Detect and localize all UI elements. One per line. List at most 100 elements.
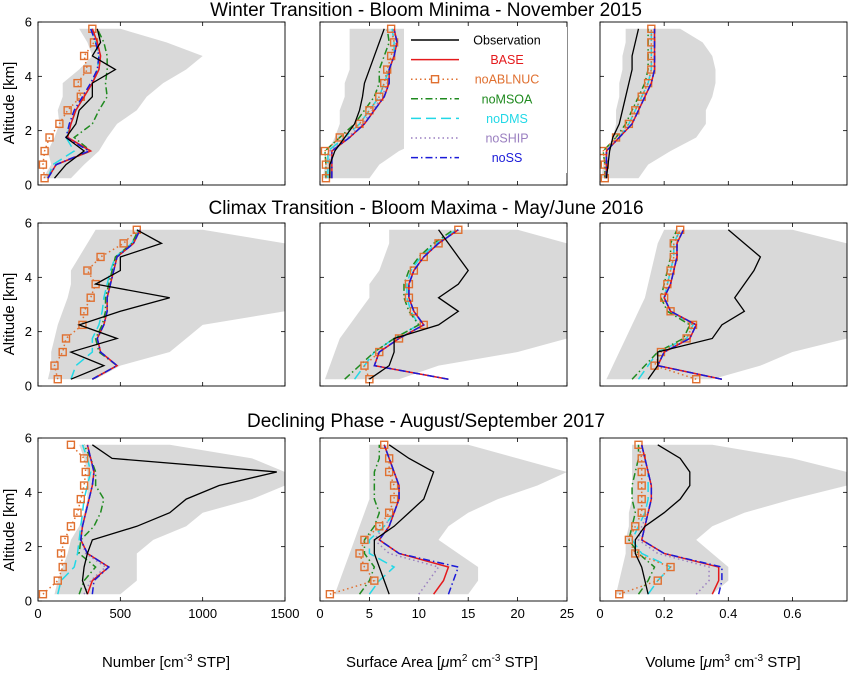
y-axis-labels: Altitude [km] Altitude [km] Altitude [km… [1,62,18,572]
series-line-observation [605,28,640,179]
legend-item-noablnuc: noABLNUC [411,73,539,87]
legend-item-nomsoa: noMSOA [411,92,533,106]
marker-noablnuc [50,361,59,370]
series-line-noss [80,444,111,595]
marker-noablnuc [384,508,394,517]
axes-frame [319,437,568,602]
x-tick-label: 0.4 [719,606,737,621]
panel-r2c3 [599,222,848,387]
x-axis-label-volume: Volume [μm3 cm-3 STP] [645,653,800,671]
marker-noablnuc [382,65,392,74]
marker-noablnuc [83,65,92,74]
series-line-observation [634,444,691,595]
legend-marker [430,74,440,84]
panel-r3c1: 0 2 4 6 0 500 1000 1500 [25,431,300,622]
series-line-nodms [368,444,400,595]
x-axis-label-number: Number [cm-3 STP] [102,653,230,671]
marker-noablnuc [409,307,419,316]
y-tick-label: 6 [25,431,32,446]
x-axis-label-surface: Surface Area [μm2 cm-3 STP] [346,653,538,671]
marker-noablnuc [370,576,379,585]
axes-frame [319,222,568,387]
legend-label: noABLNUC [475,73,540,87]
series-line-noss [47,28,100,179]
marker-noablnuc [360,535,369,545]
marker-noablnuc [76,494,86,504]
series-line-nomsoa [91,229,140,380]
marker-noablnuc [73,78,82,88]
marker-noablnuc [375,347,384,357]
marker-noablnuc [79,454,89,463]
series-line-noss [656,229,723,380]
marker-noablnuc [73,508,82,517]
plot-content [325,440,567,599]
series-line-nomsoa [358,444,381,595]
marker-noablnuc [61,334,71,343]
series-line-nodms [57,444,92,595]
y-tick-label: 2 [25,539,32,554]
series-line-noss [373,229,459,380]
x-tick-label: 0.6 [783,606,801,621]
marker-noablnuc [637,494,646,504]
observation-range-band [54,444,285,595]
marker-noablnuc [45,133,54,142]
marker-noablnuc [666,562,675,572]
marker-noablnuc [325,590,335,599]
series-line-observation [647,229,762,380]
x-tick-label: 1000 [188,606,217,621]
marker-noablnuc [454,225,463,234]
plot-content [600,24,716,183]
row-titles: Winter Transition - Bloom Minima - Novem… [208,0,643,432]
marker-noablnuc [600,174,610,183]
series-line-nomsoa [324,28,390,179]
marker-noablnuc [631,522,640,531]
legend-item-base: BASE [411,53,524,67]
marker-noablnuc [58,347,67,357]
series-line-noablnuc [53,229,138,380]
axes-frame [599,437,848,602]
legend-box [404,27,567,173]
marker-noablnuc [60,535,69,545]
axes-frame [599,21,848,186]
marker-noablnuc [132,225,142,234]
marker-noablnuc [83,266,92,275]
plot-content [615,440,847,599]
marker-noablnuc [79,51,89,61]
marker-noablnuc [637,481,646,490]
marker-noablnuc [360,361,369,370]
series-line-noss [605,28,656,179]
axes-frame [37,21,286,186]
marker-noablnuc [79,307,89,316]
marker-noablnuc [384,467,394,477]
marker-noablnuc [96,252,105,262]
x-tick-label: 1500 [271,606,300,621]
marker-noablnuc [666,307,675,316]
legend-label: noDMS [486,112,528,126]
marker-noablnuc [38,590,48,599]
plot-content [38,24,203,183]
y-axis-label-row3: Altitude [km] [1,489,18,572]
panel-r2c2 [319,222,568,387]
panel-r3c2: 0 5 10 15 20 25 [316,437,574,621]
marker-noablnuc [380,440,389,449]
marker-noablnuc [355,119,364,129]
marker-noablnuc [675,225,685,234]
legend-label: noSS [492,151,523,165]
axes-frame [37,222,286,387]
marker-noablnuc [637,508,646,517]
marker-noablnuc [389,481,399,490]
marker-noablnuc [320,146,330,156]
x-tick-label: 500 [109,606,131,621]
x-tick-label: 0 [316,606,323,621]
y-axis-label-row2: Altitude [km] [1,273,18,356]
marker-noablnuc [79,481,89,490]
x-axis-labels: Number [cm-3 STP] Surface Area [μm2 cm-3… [102,653,801,671]
x-tick-label: 15 [461,606,475,621]
marker-noablnuc [335,133,344,142]
x-tick-label: 25 [560,606,574,621]
marker-noablnuc [659,293,669,302]
series-line-observation [53,28,117,179]
marker-noablnuc [63,106,72,115]
panel-r3c3: 0 0.2 0.4 0.6 [596,437,848,621]
marker-noablnuc [419,252,428,262]
